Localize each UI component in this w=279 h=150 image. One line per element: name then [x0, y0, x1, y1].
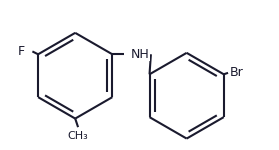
Text: F: F: [18, 45, 25, 58]
Text: CH₃: CH₃: [68, 131, 88, 141]
Text: NH: NH: [131, 48, 150, 61]
Text: Br: Br: [229, 66, 243, 79]
